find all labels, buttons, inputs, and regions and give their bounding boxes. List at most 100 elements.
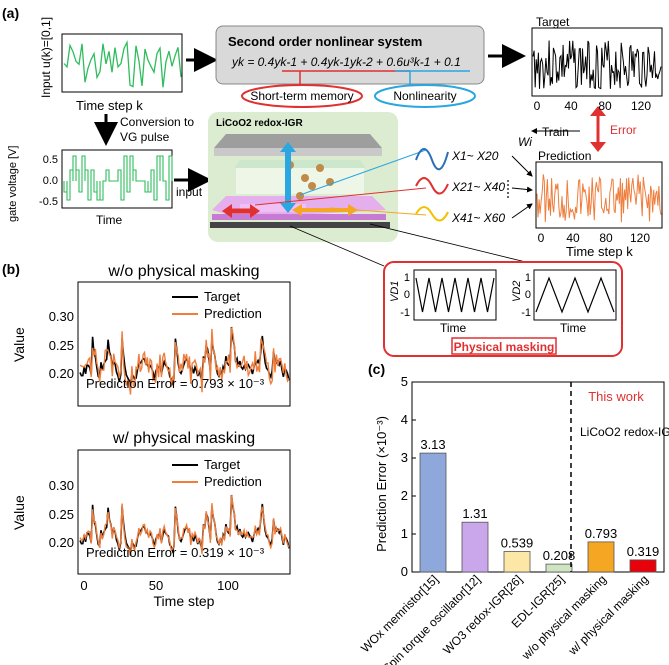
input-ylabel: Input u(k)=[0,1] [39, 17, 53, 98]
bar-category-0: WOx memristor[15] [358, 572, 441, 655]
bar-1 [461, 521, 489, 573]
c-ylabel: Prediction Error (×10⁻³) [374, 416, 389, 552]
b-xtick-0: 0 [80, 578, 87, 593]
gate-plot: gate voltage [V] 0.5 0.0 -0.5 Time [7, 146, 173, 227]
b-xtick-2: 100 [217, 578, 239, 593]
node-group-1: X1~ X20 [451, 149, 499, 163]
bar-value-2: 0.539 [501, 536, 534, 551]
c-ytick-0: 0 [401, 564, 408, 579]
bar-category-5: w/ physical masking [565, 572, 651, 658]
input-series-line [63, 39, 182, 88]
bar-2 [503, 551, 531, 573]
this-work-device: LiCoO2 redox-IGR [580, 425, 669, 439]
gate-tick-0: 0.5 [43, 154, 58, 166]
bar-value-5: 0.319 [627, 544, 660, 559]
bar-3 [545, 563, 573, 573]
vd1-tick-2: -1 [400, 307, 410, 319]
memory-label: Short-term memory [250, 89, 353, 103]
bar-category-2: WO3 redox-IGR[26] [440, 572, 525, 657]
prediction-title: Prediction [538, 149, 591, 163]
gate-xlabel: Time [96, 213, 123, 227]
b-bottom-ytick-1: 0.25 [49, 507, 74, 522]
prediction-series-line [536, 174, 662, 223]
bar-5 [629, 559, 657, 573]
b-top-title: w/o physical masking [107, 263, 259, 280]
input-plot: Input u(k)=[0,1] Time step k [39, 17, 183, 113]
vd2-time: Time [560, 321, 587, 335]
c-frame [411, 381, 665, 573]
nonlinearity-label: Nonlinearity [393, 89, 456, 103]
vd1-label: VD1 [389, 281, 401, 302]
panel-label-b: (b) [2, 261, 20, 277]
c-ytick-1: 1 [401, 526, 408, 541]
prediction-trace [79, 327, 290, 395]
bar-value-0: 3.13 [420, 437, 445, 452]
prediction-tick-0: 0 [538, 231, 545, 245]
target-plot: Target 0 40 80 120 [531, 15, 663, 113]
target-series-line [532, 40, 662, 90]
b-bottom-frame [77, 449, 291, 575]
vd1-tick-1: 0 [404, 289, 410, 301]
vd1-time: Time [440, 321, 467, 335]
vd1-waveform [415, 277, 495, 313]
gate-tick-2: -0.5 [39, 196, 58, 208]
b-top-frame [77, 281, 291, 407]
input-label: input [176, 185, 203, 199]
prediction-tick-2: 80 [599, 231, 613, 245]
input-xlabel: Time step k [76, 98, 143, 113]
target-tick-3: 120 [631, 99, 651, 113]
system-equation: yk = 0.4yk-1 + 0.4yk-1yk-2 + 0.6u³k-1 + … [231, 55, 461, 69]
weight-label: Wi [518, 135, 532, 149]
c-ytick-5: 5 [401, 374, 408, 389]
b-top-legend-target: Target [204, 289, 241, 304]
train-label: Train [542, 125, 569, 139]
target-tick-0: 0 [534, 99, 541, 113]
prediction-plot: Prediction 0 40 80 120 Time step k [535, 149, 663, 259]
vd2-tick-0: 1 [525, 272, 531, 284]
prediction-trace [79, 495, 290, 557]
vd1-tick-0: 1 [404, 272, 410, 284]
physical-masking-box: VD1 1 0 -1 Time VD2 1 0 -1 Time Physical… [289, 223, 623, 357]
gate-series-line [63, 155, 173, 201]
c-ytick-2: 2 [401, 488, 408, 503]
conversion-line1: Conversion to [120, 115, 194, 129]
device-illustration: LiCoO2 redox-IGR [208, 112, 427, 242]
b-bottom-ytick-0: 0.30 [49, 478, 74, 493]
b-bottom-ytick-2: 0.20 [49, 535, 74, 550]
panel-label-a: (a) [2, 5, 19, 21]
b-bottom-title: w/ physical masking [112, 430, 255, 447]
vd2-label: VD2 [511, 281, 523, 302]
prediction-tick-1: 40 [566, 231, 580, 245]
b-xlabel: Time step [154, 593, 215, 609]
target-tick-2: 80 [598, 99, 612, 113]
vd2-tick-1: 0 [525, 289, 531, 301]
masking-label: Physical masking [454, 340, 555, 354]
b-top-ytick-2: 0.20 [49, 366, 74, 381]
device-title: LiCoO2 redox-IGR [216, 118, 303, 129]
b-bottom-error: Prediction Error = 0.319 × 10⁻³ [86, 545, 265, 560]
b-top-legend-prediction: Prediction [204, 306, 262, 321]
system-box: Second order nonlinear system yk = 0.4yk… [215, 25, 485, 108]
target-tick-1: 40 [564, 99, 578, 113]
prediction-xlabel: Time step k [566, 244, 633, 259]
c-ytick-3: 3 [401, 450, 408, 465]
vd2-waveform [535, 276, 615, 314]
b-xtick-1: 50 [149, 578, 163, 593]
b-top-ytick-1: 0.25 [49, 338, 74, 353]
conversion-line2: VG pulse [120, 130, 170, 144]
bar-4 [587, 541, 615, 573]
b-bottom-legend-target: Target [204, 457, 241, 472]
node-group-2: X21~ X40 [451, 180, 505, 194]
vd2-tick-2: -1 [521, 307, 531, 319]
panel-label-c: (c) [368, 361, 385, 377]
bar-value-1: 1.31 [462, 506, 487, 521]
c-ytick-4: 4 [401, 412, 408, 427]
prediction-tick-3: 120 [630, 231, 650, 245]
error-label: Error [610, 123, 637, 137]
b-bottom-ylabel: Value [11, 495, 27, 530]
bar-value-4: 0.793 [585, 526, 618, 541]
b-bottom-legend-prediction: Prediction [204, 474, 262, 489]
b-top-error: Prediction Error = 0.793 × 10⁻³ [86, 376, 265, 391]
